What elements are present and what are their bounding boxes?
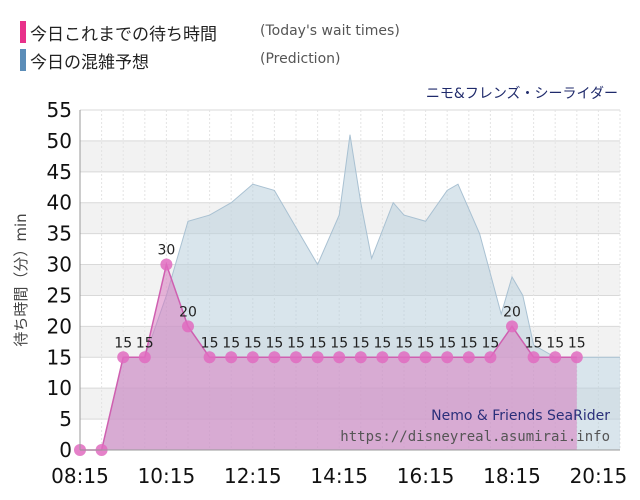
actual-point — [398, 351, 410, 364]
x-tick-label: 10:15 — [138, 464, 196, 488]
x-tick-label: 08:15 — [51, 464, 109, 488]
actual-point — [549, 351, 562, 364]
x-tick-label: 18:15 — [483, 464, 541, 488]
data-label: 15 — [287, 335, 305, 351]
watermark-title: Nemo & Friends SeaRider — [431, 408, 610, 424]
data-label: 15 — [330, 335, 348, 351]
y-tick-label: 50 — [47, 129, 72, 153]
y-tick-label: 15 — [47, 345, 72, 369]
actual-point — [138, 351, 151, 364]
actual-point — [506, 320, 518, 333]
actual-point — [570, 351, 583, 364]
legend-today-label: 今日これまでの待ち時間 — [30, 24, 217, 45]
data-label: 15 — [373, 335, 391, 351]
actual-point — [182, 320, 194, 333]
actual-point — [484, 351, 497, 364]
legend-prediction-label: 今日の混雑予想 — [30, 52, 149, 73]
actual-point — [333, 351, 346, 364]
y-tick-label: 30 — [47, 253, 72, 277]
x-tick-label: 16:15 — [397, 464, 455, 488]
legend-prediction-swatch — [20, 49, 26, 71]
legend-today: 今日これまでの待ち時間 — [20, 20, 217, 45]
data-label: 15 — [114, 335, 132, 351]
data-label: 15 — [244, 335, 262, 351]
actual-point — [225, 351, 238, 364]
data-label: 15 — [438, 335, 456, 351]
data-label: 20 — [179, 304, 197, 320]
prediction-line — [80, 134, 620, 451]
actual-point — [117, 351, 130, 364]
data-label: 15 — [395, 335, 413, 351]
data-label: 15 — [460, 335, 478, 351]
data-label: 15 — [417, 335, 435, 351]
legend-today-sub: (Today's wait times) — [260, 23, 400, 39]
actual-point — [160, 258, 173, 271]
y-axis-label: 待ち時間（分）min — [12, 213, 30, 346]
chart-title: ニモ&フレンズ・シーライダー — [426, 86, 618, 102]
data-label: 15 — [481, 335, 499, 351]
actual-point — [527, 351, 540, 364]
data-label: 15 — [568, 335, 586, 351]
data-label: 15 — [201, 335, 219, 351]
actual-point — [268, 351, 281, 364]
actual-point — [354, 351, 367, 364]
data-label: 15 — [222, 335, 240, 351]
y-tick-label: 45 — [47, 160, 72, 184]
data-label: 15 — [136, 335, 154, 351]
data-label: 15 — [265, 335, 283, 351]
y-tick-label: 25 — [47, 283, 72, 307]
y-tick-label: 10 — [47, 376, 72, 400]
data-label: 30 — [157, 243, 175, 259]
actual-point — [290, 351, 302, 364]
x-tick-label: 14:15 — [310, 464, 368, 488]
x-tick-label: 20:15 — [570, 464, 628, 488]
data-label: 15 — [352, 335, 370, 351]
actual-point — [462, 351, 475, 364]
data-label: 15 — [525, 335, 543, 351]
data-label: 15 — [546, 335, 564, 351]
legend-prediction-sub: (Prediction) — [260, 51, 341, 67]
data-label: 15 — [309, 335, 327, 351]
y-tick-label: 0 — [59, 438, 72, 462]
actual-point — [376, 351, 389, 364]
actual-point — [419, 351, 432, 364]
legend-today-swatch — [20, 21, 26, 43]
watermark-url: https://disneyreal.asumirai.info — [340, 429, 610, 445]
x-tick-label: 12:15 — [224, 464, 282, 488]
actual-point — [203, 351, 216, 364]
legend-prediction: 今日の混雑予想 — [20, 48, 149, 73]
actual-point — [441, 351, 454, 364]
y-tick-label: 40 — [47, 191, 72, 215]
y-tick-label: 20 — [47, 314, 72, 338]
data-label: 20 — [503, 304, 521, 320]
y-tick-label: 35 — [47, 222, 72, 246]
actual-area — [80, 264, 577, 450]
actual-point — [311, 351, 324, 364]
y-tick-label: 5 — [59, 407, 72, 431]
y-tick-label: 55 — [47, 98, 72, 122]
actual-point — [246, 351, 259, 364]
actual-line — [80, 261, 577, 451]
